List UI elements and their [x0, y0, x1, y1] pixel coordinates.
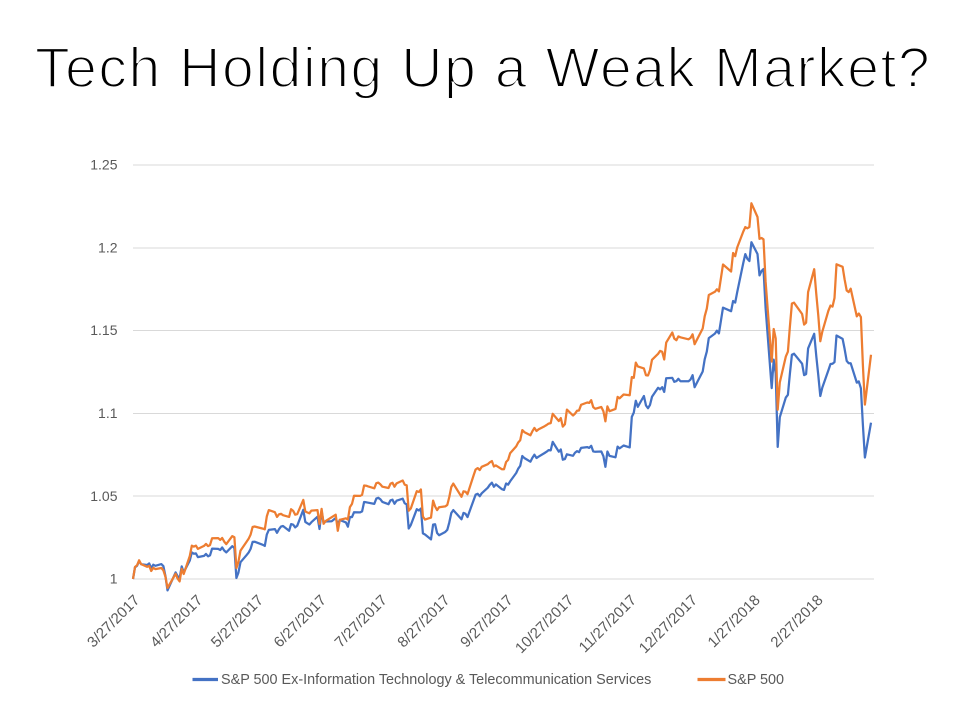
- svg-text:3/27/2017: 3/27/2017: [84, 592, 143, 651]
- svg-text:5/27/2017: 5/27/2017: [208, 592, 267, 651]
- svg-text:1.1: 1.1: [98, 405, 118, 421]
- svg-text:12/27/2017: 12/27/2017: [636, 592, 701, 657]
- svg-text:11/27/2017: 11/27/2017: [576, 592, 640, 656]
- svg-text:S&P 500: S&P 500: [728, 672, 785, 688]
- svg-text:1.15: 1.15: [90, 322, 117, 338]
- svg-text:1: 1: [110, 571, 118, 587]
- svg-text:7/27/2017: 7/27/2017: [332, 592, 391, 651]
- svg-text:1.05: 1.05: [90, 488, 117, 504]
- svg-text:10/27/2017: 10/27/2017: [512, 592, 577, 657]
- svg-text:8/27/2017: 8/27/2017: [394, 592, 453, 651]
- svg-text:1.25: 1.25: [90, 157, 117, 173]
- svg-text:1/27/2018: 1/27/2018: [705, 592, 764, 651]
- svg-text:2/27/2018: 2/27/2018: [767, 592, 826, 651]
- svg-text:9/27/2017: 9/27/2017: [457, 592, 516, 651]
- svg-text:6/27/2017: 6/27/2017: [271, 592, 330, 651]
- svg-text:1.2: 1.2: [98, 239, 118, 255]
- svg-text:4/27/2017: 4/27/2017: [147, 592, 206, 651]
- svg-text:S&P 500 Ex-Information Technol: S&P 500 Ex-Information Technology & Tele…: [221, 672, 651, 688]
